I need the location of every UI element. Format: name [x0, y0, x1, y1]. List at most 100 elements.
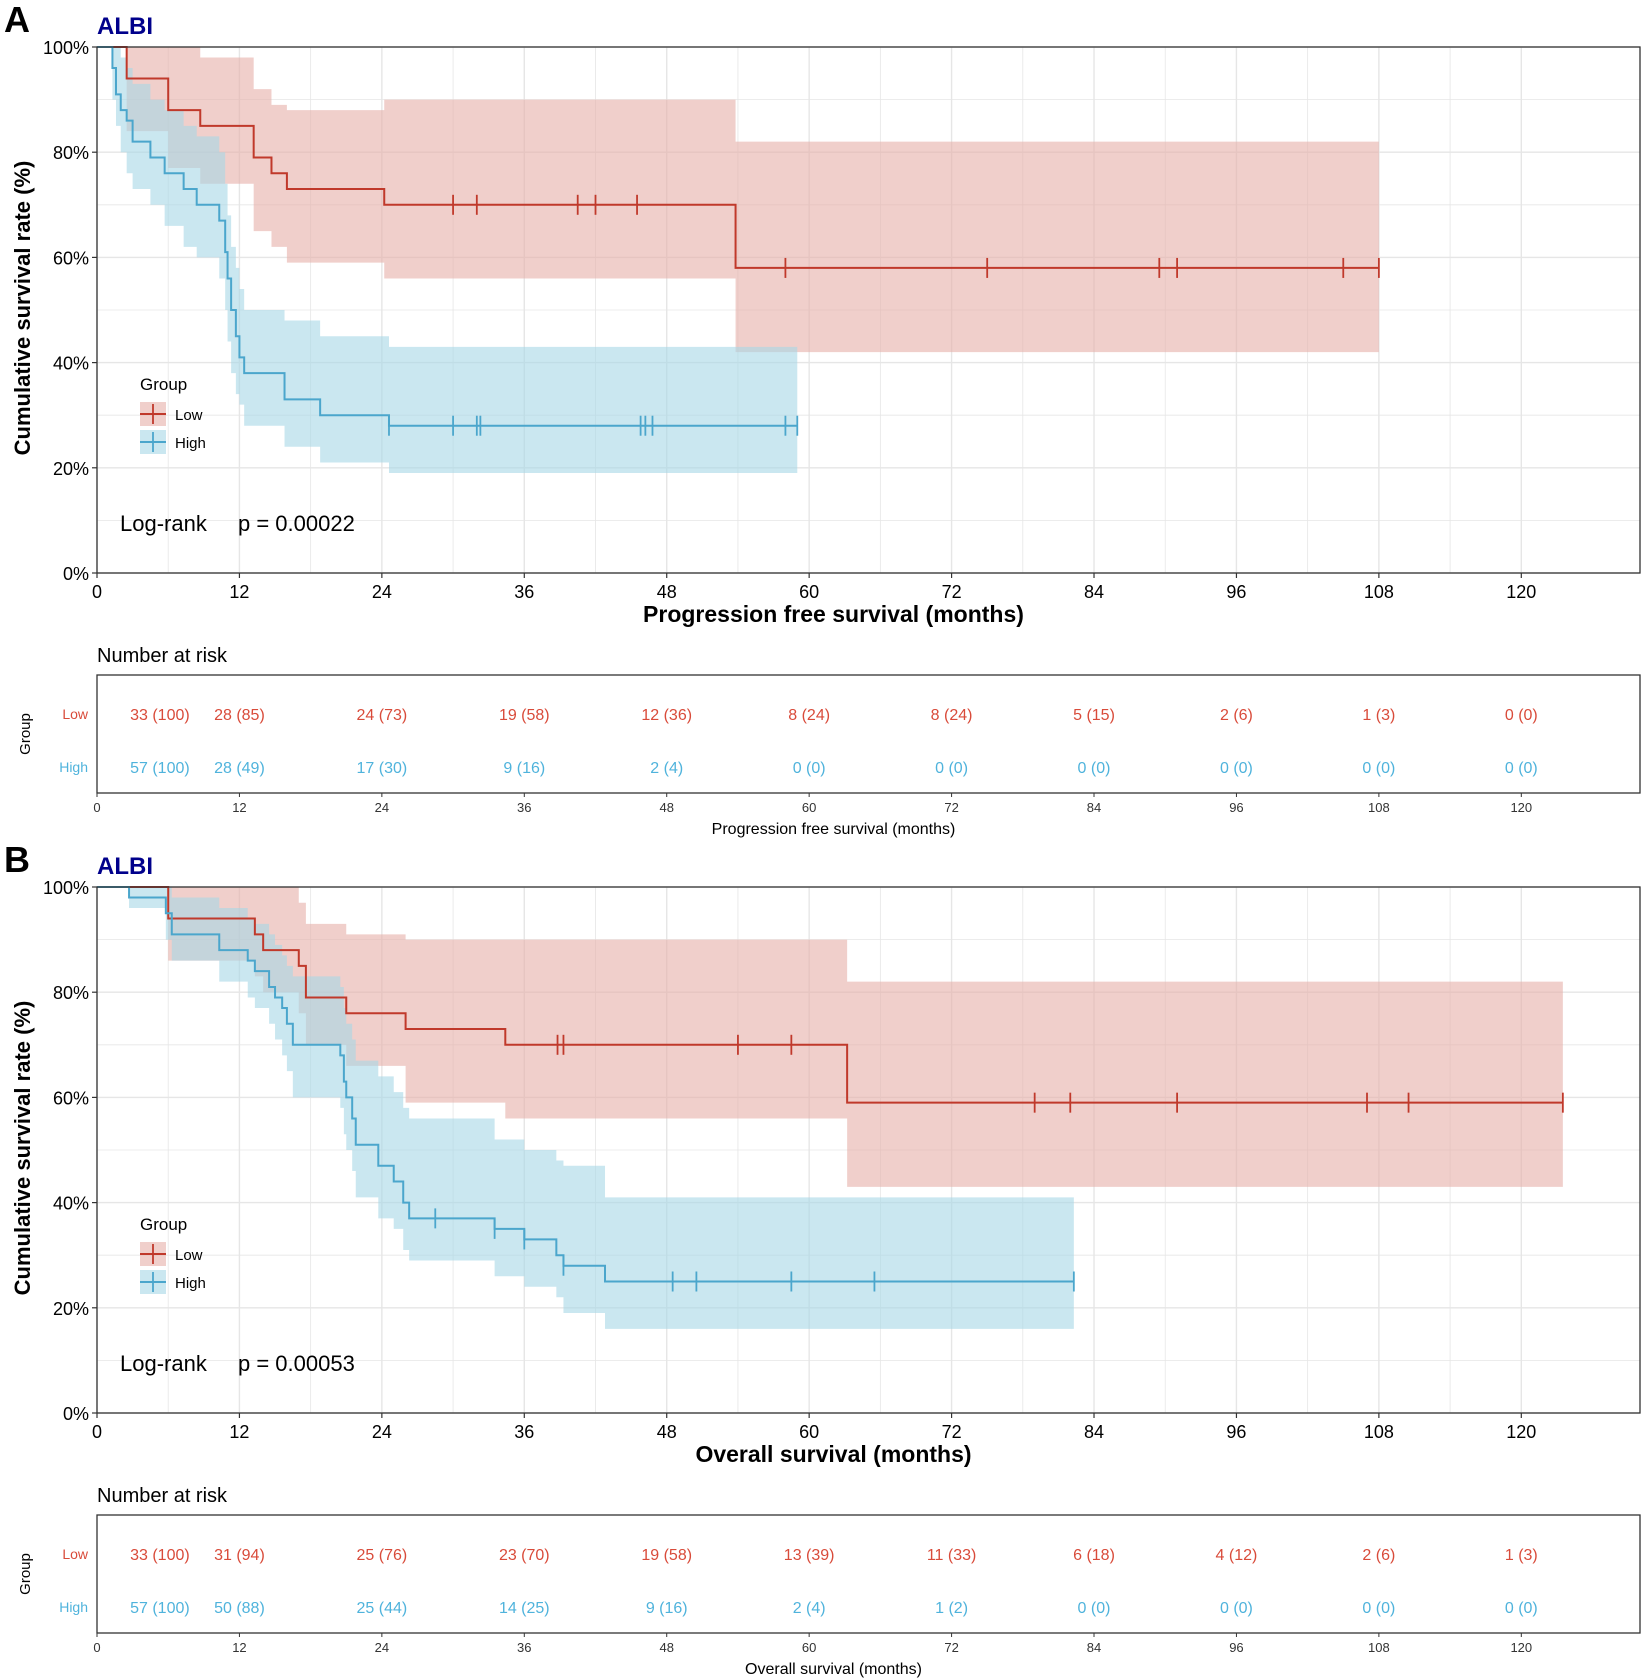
y-axis-title: Cumulative survival rate (%) — [10, 1001, 35, 1296]
y-tick-label: 0% — [63, 1404, 89, 1424]
risk-cell: 19 (58) — [499, 707, 550, 724]
legend: Group Low High — [140, 375, 206, 454]
panel-a: A ALBI 0% 20% 40% 60% 80% 100% 0 12 24 36 48 60 72 84 96… — [4, 0, 1641, 838]
risk-table-frame — [96, 1514, 1641, 1634]
panel-label: B — [4, 839, 30, 880]
risk-cell: 0 (0) — [1220, 760, 1253, 777]
survival-line-high — [97, 46, 798, 427]
y-tick-label: 60% — [53, 1088, 89, 1108]
ci-band-low — [97, 47, 1379, 353]
risk-cell: 0 (0) — [793, 760, 826, 777]
risk-cell: 0 (0) — [1362, 760, 1395, 777]
y-tick-label: 60% — [53, 248, 89, 268]
risk-table-y-title: Group — [17, 1553, 34, 1595]
x-tick-label: 96 — [1226, 582, 1246, 602]
risk-row-label-high: High — [59, 759, 88, 775]
risk-cell: 9 (16) — [503, 760, 545, 777]
risk-x-tick-label: 60 — [802, 1640, 816, 1655]
x-tick-label: 84 — [1084, 1422, 1104, 1442]
y-tick-label: 80% — [53, 983, 89, 1003]
risk-table-frame — [96, 674, 1641, 794]
risk-cell: 2 (6) — [1362, 1547, 1395, 1564]
risk-x-tick-label: 12 — [232, 800, 246, 815]
risk-x-tick-label: 24 — [375, 800, 389, 815]
risk-x-axis-title: Progression free survival (months) — [712, 821, 956, 838]
risk-cell: 57 (100) — [130, 1600, 190, 1617]
risk-cell: 0 (0) — [1220, 1600, 1253, 1617]
chart-title: ALBI — [97, 853, 153, 880]
y-tick-label: 20% — [53, 1299, 89, 1319]
risk-x-tick-label: 120 — [1510, 800, 1532, 815]
risk-cell: 0 (0) — [1505, 760, 1538, 777]
risk-cell: 0 (0) — [1362, 1600, 1395, 1617]
x-tick-label: 24 — [372, 1422, 392, 1442]
legend-title: Group — [140, 1215, 187, 1234]
risk-table: Number at risk Group Low 33 (100) 28 (85) 24 … — [17, 645, 1641, 838]
survival-line-low — [97, 886, 1563, 1104]
risk-x-tick-label: 120 — [1510, 1640, 1532, 1655]
risk-cell: 12 (36) — [641, 707, 692, 724]
x-tick-label: 36 — [514, 1422, 534, 1442]
x-tick-label: 24 — [372, 582, 392, 602]
legend: Group Low High — [140, 1215, 206, 1294]
risk-x-axis-title: Overall survival (months) — [745, 1661, 922, 1678]
x-tick-label: 48 — [657, 582, 677, 602]
risk-x-tick-label: 108 — [1368, 800, 1390, 815]
logrank-pvalue: p = 0.00022 — [238, 511, 355, 536]
y-tick-label: 40% — [53, 1194, 89, 1214]
panel-label: A — [4, 0, 30, 40]
risk-x-tick-label: 60 — [802, 800, 816, 815]
risk-cell: 17 (30) — [357, 760, 408, 777]
risk-cell: 0 (0) — [1505, 707, 1538, 724]
risk-cell: 25 (44) — [357, 1600, 408, 1617]
risk-x-tick-label: 84 — [1087, 1640, 1101, 1655]
risk-table-y-title: Group — [17, 713, 34, 755]
risk-x-tick-label: 96 — [1229, 800, 1243, 815]
x-tick-label: 36 — [514, 582, 534, 602]
legend-entry-low: Low — [175, 1247, 203, 1264]
risk-cell: 1 (3) — [1362, 707, 1395, 724]
risk-cell: 8 (24) — [788, 707, 830, 724]
risk-cell: 5 (15) — [1073, 707, 1115, 724]
y-tick-label: 0% — [63, 564, 89, 584]
logrank-label: Log-rank — [120, 1351, 208, 1376]
survival-line-high — [97, 886, 1074, 1283]
risk-cell: 57 (100) — [130, 760, 190, 777]
risk-cell: 28 (85) — [214, 707, 265, 724]
risk-cell: 2 (4) — [650, 760, 683, 777]
risk-cell: 8 (24) — [931, 707, 973, 724]
x-tick-label: 120 — [1506, 1422, 1536, 1442]
ci-band-high — [97, 47, 798, 474]
risk-cell: 1 (2) — [935, 1600, 968, 1617]
x-tick-label: 120 — [1506, 582, 1536, 602]
x-tick-label: 72 — [942, 582, 962, 602]
x-tick-label: 72 — [942, 1422, 962, 1442]
risk-x-tick-label: 108 — [1368, 1640, 1390, 1655]
risk-cell: 50 (88) — [214, 1600, 265, 1617]
x-tick-label: 96 — [1226, 1422, 1246, 1442]
legend-title: Group — [140, 375, 187, 394]
risk-table: Number at risk Group Low 33 (100) 31 (94) 25 … — [17, 1485, 1641, 1678]
risk-x-tick-label: 36 — [517, 800, 531, 815]
risk-x-tick-label: 84 — [1087, 800, 1101, 815]
risk-table-title: Number at risk — [97, 1485, 228, 1507]
risk-row-label-low: Low — [62, 1546, 89, 1562]
plot-frame — [96, 886, 1641, 1414]
logrank-pvalue: p = 0.00053 — [238, 1351, 355, 1376]
x-tick-label: 60 — [799, 1422, 819, 1442]
risk-cell: 11 (33) — [927, 1547, 977, 1564]
legend-entry-high: High — [175, 1275, 206, 1292]
risk-cell: 4 (12) — [1216, 1547, 1258, 1564]
risk-cell: 14 (25) — [499, 1600, 550, 1617]
risk-cell: 2 (4) — [793, 1600, 826, 1617]
risk-cell: 2 (6) — [1220, 707, 1253, 724]
risk-cell: 0 (0) — [1505, 1600, 1538, 1617]
risk-x-tick-label: 12 — [232, 1640, 246, 1655]
x-tick-label: 0 — [92, 1422, 102, 1442]
risk-x-tick-label: 72 — [944, 1640, 958, 1655]
chart-title: ALBI — [97, 13, 153, 40]
risk-table-title: Number at risk — [97, 645, 228, 667]
ci-band-low — [97, 887, 1563, 1187]
x-tick-label: 0 — [92, 582, 102, 602]
x-tick-label: 12 — [229, 582, 249, 602]
